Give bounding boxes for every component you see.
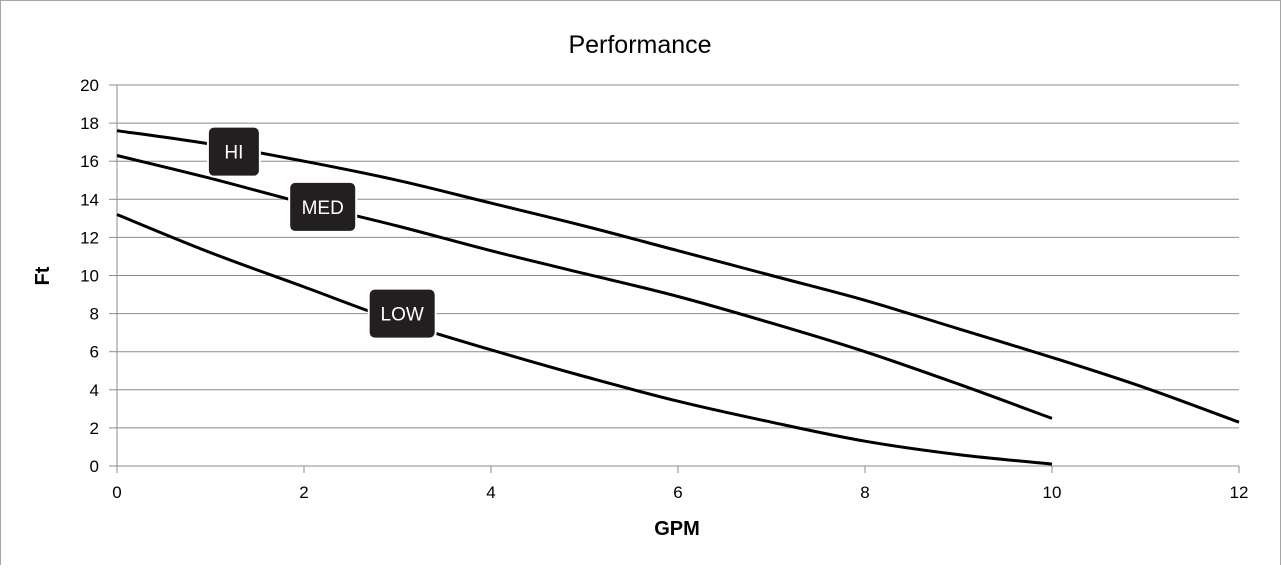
y-tick-label: 10 xyxy=(80,267,99,286)
curve-label-text: MED xyxy=(302,198,344,219)
curve-label-box xyxy=(367,287,437,340)
y-tick-label: 4 xyxy=(90,381,99,400)
chart-title: Performance xyxy=(568,31,711,59)
series-line-med xyxy=(116,154,1053,420)
series-layer xyxy=(116,129,1240,466)
curve-label-hi: HI xyxy=(206,125,261,178)
y-tick-label: 2 xyxy=(90,419,99,438)
x-tick-label: 6 xyxy=(673,483,682,502)
curve-label-text: LOW xyxy=(381,305,424,326)
y-axis-title: Ft xyxy=(32,266,54,285)
x-tick-label: 2 xyxy=(299,483,308,502)
x-axis-title: GPM xyxy=(654,518,700,540)
y-tick-label: 20 xyxy=(80,76,99,95)
x-tick-label: 8 xyxy=(860,483,869,502)
series-line-low xyxy=(116,213,1053,466)
grid-layer xyxy=(117,84,1239,467)
y-tick-label: 16 xyxy=(80,152,99,171)
curve-label-text: HI xyxy=(224,143,243,164)
y-tick-label: 6 xyxy=(90,343,99,362)
x-tick-label: 4 xyxy=(486,483,495,502)
curve-label-box xyxy=(206,125,261,178)
annotation-layer: HI MED LOW xyxy=(206,125,437,340)
y-tick-label: 18 xyxy=(80,114,99,133)
axis-layer: 0 2 4 6 8 10 12 14 16 18 20 0 2 4 6 8 10 12 xyxy=(80,76,1248,502)
y-tick-label: 0 xyxy=(90,457,99,476)
x-tick-label: 12 xyxy=(1230,483,1249,502)
y-tick-label: 14 xyxy=(80,190,99,209)
x-tick-label: 0 xyxy=(112,483,121,502)
x-tick-label: 10 xyxy=(1043,483,1062,502)
y-tick-label: 8 xyxy=(90,305,99,324)
curve-label-low: LOW xyxy=(367,287,437,340)
curve-label-med: MED xyxy=(288,180,358,233)
y-tick-label: 12 xyxy=(80,228,99,247)
curve-label-box xyxy=(288,180,358,233)
series-line-hi xyxy=(116,129,1240,424)
